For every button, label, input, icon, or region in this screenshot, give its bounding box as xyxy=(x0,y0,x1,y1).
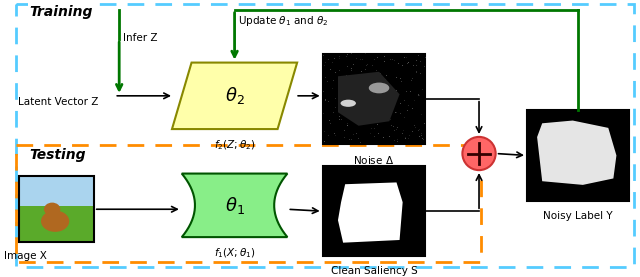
FancyBboxPatch shape xyxy=(19,206,94,242)
Polygon shape xyxy=(338,183,403,243)
Text: $f_1(X;\theta_1)$: $f_1(X;\theta_1)$ xyxy=(214,247,255,260)
Polygon shape xyxy=(172,63,297,129)
FancyBboxPatch shape xyxy=(19,176,94,206)
Ellipse shape xyxy=(340,100,356,107)
Text: $\theta_2$: $\theta_2$ xyxy=(225,85,244,106)
Text: $\theta_1$: $\theta_1$ xyxy=(225,195,244,216)
Ellipse shape xyxy=(369,83,389,93)
Circle shape xyxy=(462,137,495,170)
Text: Update $\theta_1$ and $\theta_2$: Update $\theta_1$ and $\theta_2$ xyxy=(239,14,329,28)
Text: Testing: Testing xyxy=(29,148,86,162)
Text: Noisy Label Y: Noisy Label Y xyxy=(543,211,612,221)
Polygon shape xyxy=(338,72,399,126)
FancyBboxPatch shape xyxy=(323,166,425,256)
Text: Training: Training xyxy=(29,5,93,19)
Text: Latent Vector Z: Latent Vector Z xyxy=(17,97,98,107)
Text: Image X: Image X xyxy=(4,251,47,261)
Ellipse shape xyxy=(41,211,69,232)
Text: $f_2(Z;\theta_2)$: $f_2(Z;\theta_2)$ xyxy=(214,139,255,152)
Polygon shape xyxy=(182,174,287,237)
Text: Infer Z: Infer Z xyxy=(123,33,157,43)
FancyBboxPatch shape xyxy=(323,54,425,144)
Polygon shape xyxy=(537,120,616,185)
FancyBboxPatch shape xyxy=(15,4,634,267)
Ellipse shape xyxy=(44,202,60,216)
Text: Clean Saliency S: Clean Saliency S xyxy=(330,266,417,276)
FancyBboxPatch shape xyxy=(527,109,628,201)
Text: Noise $\Delta$: Noise $\Delta$ xyxy=(353,153,394,166)
